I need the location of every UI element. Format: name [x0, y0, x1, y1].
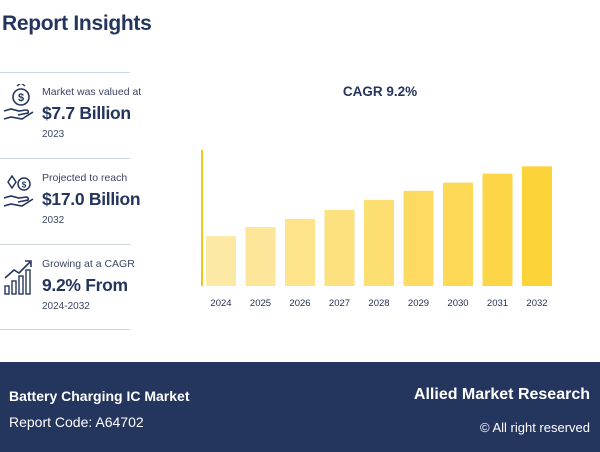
- growth-bars-icon: [2, 256, 36, 296]
- coins-hand-icon: $: [2, 170, 36, 210]
- bar-2029: [403, 190, 434, 286]
- x-tick-label: 2032: [526, 298, 547, 309]
- stat-card-market-value: $ Market was valued at $7.7 Billion 2023: [0, 72, 141, 158]
- svg-text:$: $: [18, 92, 24, 104]
- report-code: Report Code: A64702: [9, 414, 144, 430]
- bar-2027: [324, 209, 355, 286]
- stat-divider: [0, 72, 130, 73]
- bar-2031: [482, 173, 513, 286]
- stat-card-cagr: Growing at a CAGR 9.2% From 2024-2032: [0, 244, 135, 330]
- bar-2032: [522, 166, 552, 286]
- x-tick-label: 2025: [250, 298, 271, 309]
- svg-text:$: $: [22, 181, 27, 190]
- bar-2024: [206, 236, 236, 286]
- x-tick-label: 2031: [487, 298, 508, 309]
- stat-label: Market was valued at: [42, 86, 142, 98]
- x-tick-label: 2027: [329, 298, 350, 309]
- bar-2026: [285, 218, 315, 286]
- bar-2030: [443, 182, 473, 286]
- copyright-notice: © All right reserved: [479, 420, 590, 435]
- x-tick-label: 2030: [447, 298, 468, 309]
- stat-year: 2032: [42, 215, 65, 226]
- bar-2025: [245, 227, 276, 286]
- page-title: Report Insights: [2, 12, 152, 35]
- stat-value: $7.7 Billion: [42, 103, 131, 123]
- x-tick-label: 2028: [368, 298, 389, 309]
- stat-label: Projected to reach: [42, 172, 128, 184]
- stat-divider: [0, 158, 130, 159]
- x-tick-label: 2024: [210, 298, 231, 309]
- stat-period: 2024-2032: [42, 301, 90, 312]
- stat-label: Growing at a CAGR: [42, 258, 135, 270]
- stat-divider: [0, 244, 130, 245]
- x-tick-label: 2029: [408, 298, 429, 309]
- money-hand-icon: $: [2, 82, 36, 124]
- market-name: Battery Charging IC Market: [9, 388, 190, 404]
- stat-card-projected-value: $ Projected to reach $17.0 Billion 2032: [0, 158, 141, 244]
- stat-year: 2023: [42, 129, 65, 140]
- chart-title: CAGR 9.2%: [342, 84, 418, 99]
- brand-name: Allied Market Research: [413, 386, 590, 403]
- stat-value: $17.0 Billion: [42, 189, 141, 209]
- x-tick-label: 2026: [289, 298, 310, 309]
- footer-bar: Battery Charging IC Market Report Code: …: [0, 362, 600, 452]
- stat-divider: [0, 329, 130, 330]
- stat-value: 9.2% From: [42, 275, 128, 295]
- bar-chart: 2024 2025 2026 2027 2028 2029 2030 2031 2032: [201, 150, 552, 309]
- bar-2028: [364, 199, 394, 286]
